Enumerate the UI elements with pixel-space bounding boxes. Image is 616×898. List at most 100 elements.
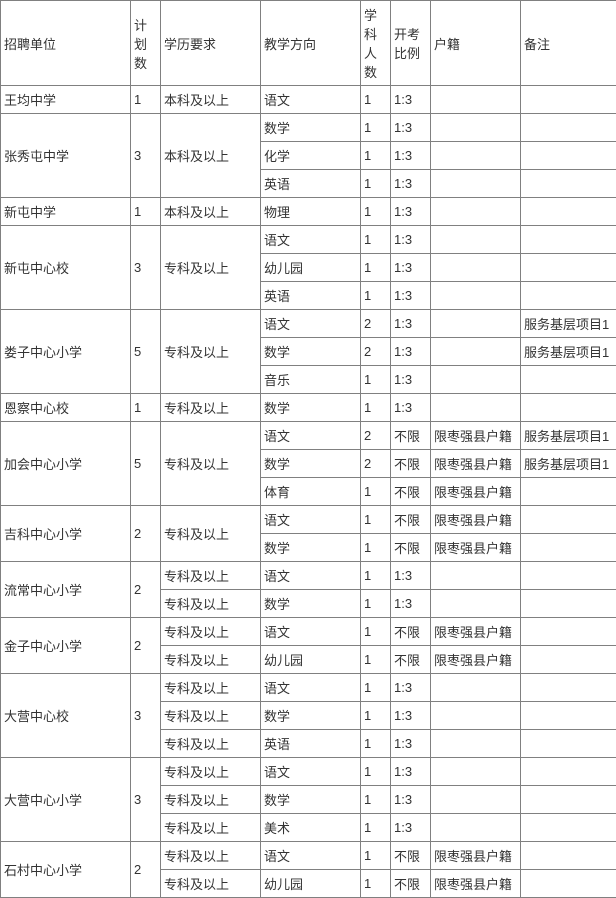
table-cell <box>521 282 616 310</box>
table-cell: 本科及以上 <box>161 198 261 226</box>
table-header-cell: 招聘单位 <box>1 1 131 86</box>
table-cell: 新屯中心校 <box>1 226 131 310</box>
table-cell: 1 <box>361 142 391 170</box>
table-cell: 服务基层项目1 <box>521 450 616 478</box>
table-cell: 不限 <box>391 870 431 898</box>
table-row: 流常中心小学2专科及以上语文11:3 <box>1 562 616 590</box>
table-cell: 语文 <box>261 226 361 254</box>
table-header-cell: 户籍 <box>431 1 521 86</box>
table-cell <box>521 114 616 142</box>
table-cell: 英语 <box>261 730 361 758</box>
table-cell: 1 <box>361 478 391 506</box>
table-cell: 语文 <box>261 618 361 646</box>
table-header-cell: 学历要求 <box>161 1 261 86</box>
table-cell: 物理 <box>261 198 361 226</box>
table-cell: 2 <box>361 338 391 366</box>
table-cell: 不限 <box>391 422 431 450</box>
table-cell: 专科及以上 <box>161 702 261 730</box>
table-cell: 数学 <box>261 338 361 366</box>
table-row: 王均中学1本科及以上语文11:3 <box>1 86 616 114</box>
table-cell <box>431 198 521 226</box>
table-cell: 限枣强县户籍 <box>431 478 521 506</box>
table-cell <box>521 758 616 786</box>
table-cell: 不限 <box>391 506 431 534</box>
table-row: 石村中心小学2专科及以上语文1不限限枣强县户籍 <box>1 842 616 870</box>
table-cell: 吉科中心小学 <box>1 506 131 562</box>
table-cell: 3 <box>131 226 161 310</box>
table-header-cell: 计划数 <box>131 1 161 86</box>
table-cell: 专科及以上 <box>161 646 261 674</box>
table-cell <box>521 86 616 114</box>
table-cell <box>431 226 521 254</box>
table-cell: 专科及以上 <box>161 814 261 842</box>
table-cell: 1:3 <box>391 366 431 394</box>
table-cell: 专科及以上 <box>161 590 261 618</box>
table-cell: 1:3 <box>391 786 431 814</box>
table-cell: 服务基层项目1 <box>521 310 616 338</box>
table-cell: 1 <box>361 170 391 198</box>
table-cell: 体育 <box>261 478 361 506</box>
table-cell: 1:3 <box>391 198 431 226</box>
table-cell <box>521 198 616 226</box>
table-cell <box>431 786 521 814</box>
table-cell: 语文 <box>261 310 361 338</box>
table-cell: 幼儿园 <box>261 870 361 898</box>
table-cell: 1 <box>361 842 391 870</box>
table-cell: 1:3 <box>391 702 431 730</box>
table-cell: 1:3 <box>391 114 431 142</box>
table-cell <box>431 170 521 198</box>
table-cell: 王均中学 <box>1 86 131 114</box>
table-cell: 1 <box>131 86 161 114</box>
table-cell <box>431 282 521 310</box>
table-cell: 限枣强县户籍 <box>431 646 521 674</box>
table-cell: 1:3 <box>391 170 431 198</box>
table-header-cell: 学科人数 <box>361 1 391 86</box>
table-cell: 专科及以上 <box>161 422 261 506</box>
table-cell: 3 <box>131 758 161 842</box>
table-cell <box>431 394 521 422</box>
table-cell <box>521 730 616 758</box>
table-cell <box>431 142 521 170</box>
table-cell <box>521 142 616 170</box>
table-cell: 数学 <box>261 590 361 618</box>
table-cell: 音乐 <box>261 366 361 394</box>
table-cell: 2 <box>131 618 161 674</box>
table-cell: 语文 <box>261 422 361 450</box>
table-cell: 限枣强县户籍 <box>431 450 521 478</box>
table-cell: 专科及以上 <box>161 730 261 758</box>
table-cell: 不限 <box>391 842 431 870</box>
table-cell: 张秀屯中学 <box>1 114 131 198</box>
table-cell: 1 <box>361 226 391 254</box>
table-cell <box>521 562 616 590</box>
table-cell: 1 <box>361 534 391 562</box>
table-cell <box>521 870 616 898</box>
table-cell <box>521 590 616 618</box>
table-cell: 专科及以上 <box>161 674 261 702</box>
table-cell: 1 <box>361 254 391 282</box>
table-cell: 美术 <box>261 814 361 842</box>
table-cell: 大营中心校 <box>1 674 131 758</box>
table-cell: 专科及以上 <box>161 310 261 394</box>
table-cell: 数学 <box>261 394 361 422</box>
table-cell: 数学 <box>261 114 361 142</box>
table-cell: 恩察中心校 <box>1 394 131 422</box>
table-cell: 服务基层项目1 <box>521 338 616 366</box>
table-header-cell: 开考比例 <box>391 1 431 86</box>
table-cell: 1:3 <box>391 562 431 590</box>
table-cell: 1 <box>361 114 391 142</box>
table-cell <box>431 86 521 114</box>
table-cell <box>521 534 616 562</box>
table-cell: 2 <box>361 422 391 450</box>
table-cell <box>431 254 521 282</box>
table-cell: 本科及以上 <box>161 114 261 198</box>
table-cell: 语文 <box>261 86 361 114</box>
table-cell: 1:3 <box>391 310 431 338</box>
table-cell: 1 <box>361 198 391 226</box>
table-cell: 1:3 <box>391 226 431 254</box>
table-cell: 数学 <box>261 450 361 478</box>
table-cell: 语文 <box>261 758 361 786</box>
table-cell: 1:3 <box>391 814 431 842</box>
table-cell: 1 <box>131 394 161 422</box>
table-cell: 2 <box>131 562 161 618</box>
table-cell: 1:3 <box>391 394 431 422</box>
